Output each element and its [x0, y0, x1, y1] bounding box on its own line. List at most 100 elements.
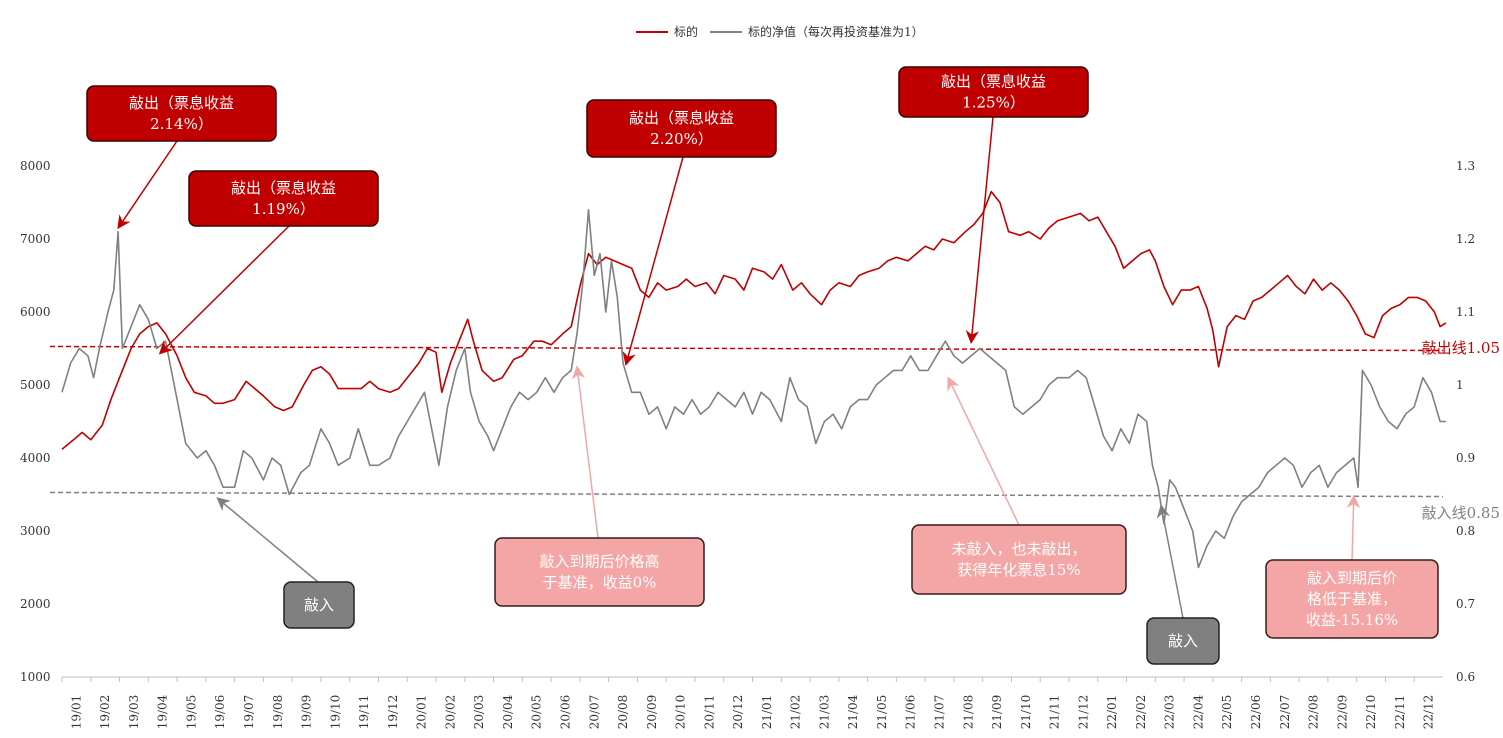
reference-line	[49, 345, 1444, 352]
x-tick-label: 20/08	[616, 695, 630, 730]
annotation-arrow	[1346, 494, 1361, 561]
x-tick-label: 22/10	[1364, 695, 1378, 730]
y-right-tick-label: 1	[1456, 378, 1464, 392]
x-tick-label: 22/12	[1422, 695, 1436, 730]
x-tick-label: 19/08	[271, 695, 285, 730]
y-left-tick-label: 2000	[20, 597, 51, 611]
y-left-tick-label: 6000	[20, 305, 51, 319]
x-tick-label: 20/10	[674, 695, 688, 730]
annotation-text: 格低于基准，	[1307, 590, 1397, 608]
reference-lines: 敲出线1.05 敲入线0.85	[49, 339, 1500, 522]
annotation-callout: 未敲入，也未敲出， 获得年化票息15%	[911, 376, 1127, 595]
annotation-box	[911, 524, 1127, 595]
x-tick-label: 22/01	[1105, 695, 1119, 730]
x-tick-label: 21/11	[1048, 695, 1062, 730]
y-right-tick-label: 1.3	[1456, 159, 1475, 173]
y-left-tick-label: 1000	[20, 670, 51, 684]
annotation-box	[188, 170, 379, 227]
x-tick-label: 21/04	[846, 694, 860, 729]
annotation-text: 敲出（票息收益	[941, 73, 1046, 91]
y-left-tick-label: 3000	[20, 524, 51, 538]
annotation-arrow	[571, 365, 599, 539]
x-tick-label: 21/09	[990, 695, 1004, 730]
annotation-callout: 敲出（票息收益 2.20%）	[586, 99, 777, 366]
x-tick-label: 21/06	[904, 695, 918, 730]
x-tick-label: 21/08	[961, 695, 975, 730]
x-tick-label: 19/11	[357, 695, 371, 730]
x-tick-label: 19/05	[184, 695, 198, 730]
annotation-text: 敲出（票息收益	[129, 94, 234, 112]
reference-line-label: 敲入线0.85	[1422, 504, 1500, 522]
x-tick-label: 21/12	[1076, 695, 1090, 730]
x-tick-label: 19/09	[300, 695, 314, 730]
x-tick-label: 22/02	[1134, 695, 1148, 730]
annotation-text: 于基准，收益0%	[543, 574, 657, 592]
annotation-callout: 敲入	[216, 497, 355, 629]
y-right-tick-label: 0.6	[1456, 670, 1475, 684]
x-tick-label: 20/05	[530, 695, 544, 730]
annotation-text: 未敲入，也未敲出，	[951, 540, 1086, 558]
x-tick-label: 21/07	[933, 695, 947, 730]
legend: 标的 标的净值（每次再投资基准为1）	[636, 24, 924, 39]
x-tick-label: 19/06	[213, 695, 227, 730]
annotation-callout: 敲出（票息收益 1.25%）	[898, 66, 1089, 345]
x-tick-label: 20/03	[472, 695, 486, 730]
annotation-text: 敲入	[1168, 632, 1198, 650]
legend-label-underlying: 标的	[674, 24, 698, 39]
y-left-tick-label: 8000	[20, 159, 51, 173]
y-right-tick-label: 0.8	[1456, 524, 1475, 538]
annotation-callout: 敲出（票息收益 2.14%）	[86, 85, 277, 230]
x-tick-label: 19/03	[127, 695, 141, 730]
annotation-arrow	[1156, 504, 1184, 619]
series-line-nav	[61, 209, 1446, 569]
annotation-box	[86, 85, 277, 142]
annotation-arrow	[158, 225, 290, 355]
annotation-box	[586, 99, 777, 158]
annotation-arrow	[117, 140, 178, 230]
x-tick-label: 21/03	[817, 695, 831, 730]
x-tick-label: 20/02	[443, 695, 457, 730]
annotation-text: 敲入	[304, 596, 334, 614]
legend-label-nav: 标的净值（每次再投资基准为1）	[748, 24, 924, 39]
annotation-box	[1146, 617, 1220, 665]
annotation-text: 敲入到期后价格高	[539, 553, 659, 571]
x-tick-label: 22/06	[1249, 695, 1263, 730]
axes: 1000 2000 3000 4000 5000 6000 7000 8000 0.6 0.7 0.…	[20, 159, 1475, 729]
x-tick-label: 19/01	[69, 695, 83, 730]
series-group	[61, 190, 1447, 569]
x-tick-label: 22/08	[1307, 695, 1321, 730]
x-tick-label: 20/01	[415, 695, 429, 730]
x-tick-label: 20/12	[731, 695, 745, 730]
annotation-text: 获得年化票息15%	[957, 561, 1080, 579]
y-right-tick-label: 0.7	[1456, 597, 1475, 611]
annotation-arrow	[965, 116, 994, 345]
annotation-box	[494, 537, 705, 607]
y-right-tick-label: 0.9	[1456, 451, 1475, 465]
x-tick-label: 20/04	[501, 694, 515, 729]
annotation-text: 敲出（票息收益	[231, 179, 336, 197]
x-tick-label: 19/10	[328, 695, 342, 730]
y-left-tick-label: 7000	[20, 232, 51, 246]
reference-line	[49, 491, 1444, 498]
y-right-tick-label: 1.1	[1456, 305, 1475, 319]
annotation-callout: 敲出（票息收益 1.19%）	[158, 170, 379, 355]
x-tick-label: 22/09	[1335, 695, 1349, 730]
x-tick-label: 19/07	[242, 695, 256, 730]
annotation-text: 1.25%）	[962, 94, 1025, 112]
x-tick-label: 21/10	[1019, 695, 1033, 730]
annotation-box	[1265, 559, 1439, 639]
annotation-text: 1.19%）	[252, 200, 315, 218]
x-tick-label: 22/04	[1191, 694, 1205, 729]
x-tick-label: 22/05	[1220, 695, 1234, 730]
y-left-tick-label: 5000	[20, 378, 51, 392]
annotation-text: 收益-15.16%	[1306, 611, 1398, 629]
x-tick-label: 20/07	[587, 695, 601, 730]
annotation-arrow	[622, 156, 684, 366]
reference-line-label: 敲出线1.05	[1422, 339, 1500, 357]
x-tick-label: 20/09	[645, 695, 659, 730]
annotation-text: 2.14%）	[150, 115, 213, 133]
x-tick-label: 20/11	[702, 695, 716, 730]
